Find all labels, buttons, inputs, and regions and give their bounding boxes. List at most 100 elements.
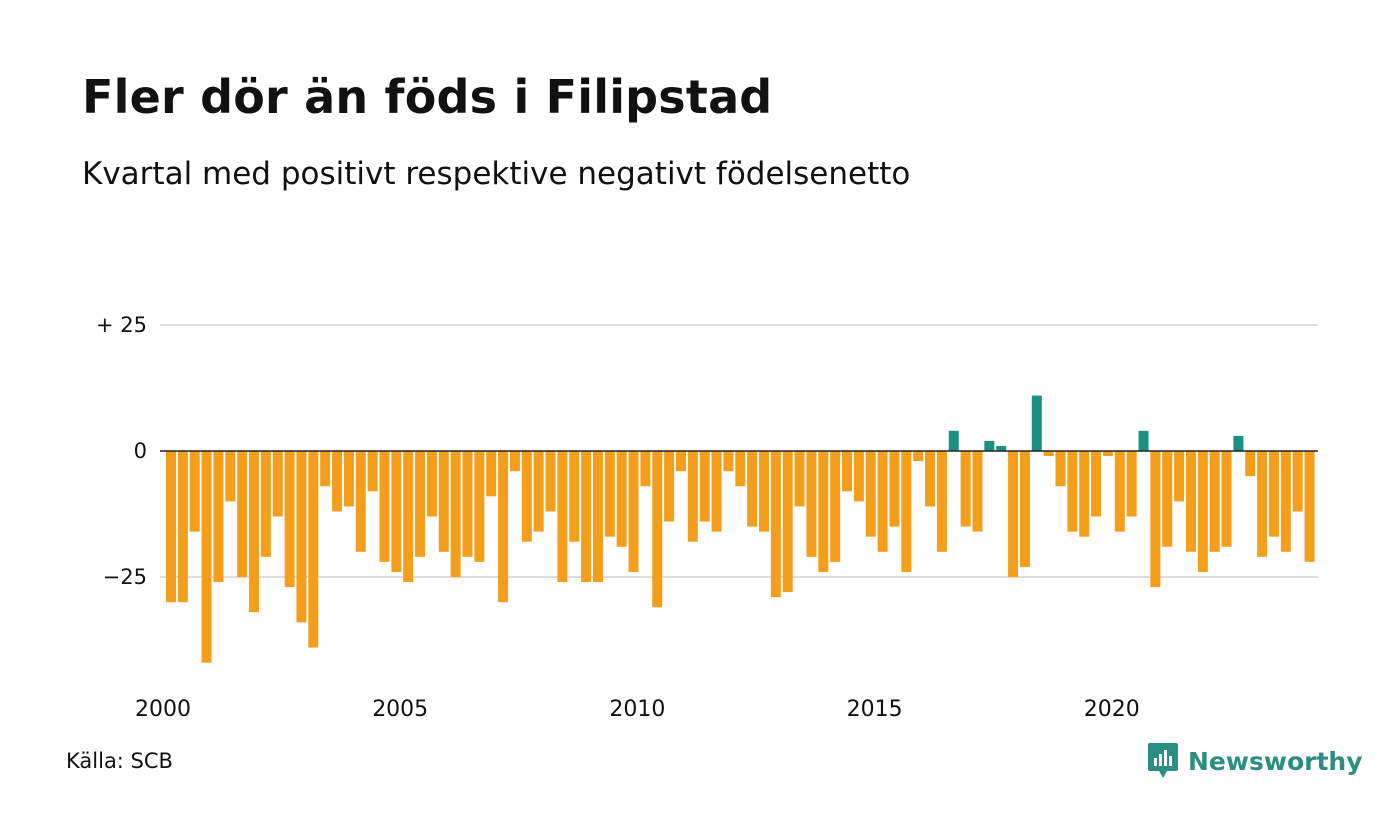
bar-negative (913, 451, 924, 462)
bar-negative (367, 451, 378, 492)
bar-positive (1233, 435, 1244, 451)
y-tick-label: −25 (103, 565, 147, 589)
bar-negative (901, 451, 912, 572)
bar-negative (1280, 451, 1291, 552)
bar-negative (675, 451, 686, 472)
bar-negative (260, 451, 271, 557)
bar-negative (249, 451, 260, 613)
bar-negative (747, 451, 758, 527)
bar-negative (1257, 451, 1268, 557)
bar-negative (237, 451, 248, 577)
bar-negative (1114, 451, 1125, 532)
bar-negative (581, 451, 592, 583)
bar-negative (782, 451, 793, 593)
bar-negative (842, 451, 853, 492)
bar-negative (557, 451, 568, 583)
bar-negative (296, 451, 307, 623)
bar-positive (948, 430, 959, 451)
bar-negative (1055, 451, 1066, 487)
bar-negative (592, 451, 603, 583)
bar-negative (320, 451, 331, 487)
x-tick-label: 2020 (1084, 697, 1140, 722)
bar-negative (759, 451, 769, 532)
bar-negative (723, 451, 734, 472)
bar-negative (652, 451, 663, 608)
chart-title: Fler dör än föds i Filipstad (82, 70, 773, 124)
brand-name: Newsworthy (1188, 746, 1363, 776)
bar-negative (794, 451, 805, 507)
bar-negative (1150, 451, 1161, 588)
bar-negative (735, 451, 746, 487)
x-tick-label: 2010 (609, 697, 665, 722)
bar-negative (355, 451, 366, 552)
bar-negative (498, 451, 509, 603)
bar-negative (972, 451, 983, 532)
x-tick-label: 2015 (847, 697, 903, 722)
bar-negative (889, 451, 900, 527)
bar-negative (201, 451, 212, 663)
bar-negative (284, 451, 295, 588)
bar-negative (415, 451, 426, 557)
bar-positive (996, 445, 1007, 451)
bar-negative (806, 451, 817, 557)
bar-negative (462, 451, 473, 557)
bar-negative (403, 451, 414, 583)
bar-negative (877, 451, 888, 552)
bar-negative (1162, 451, 1173, 547)
bar-negative (604, 451, 615, 537)
bar-negative (1209, 451, 1220, 552)
bar-negative (1221, 451, 1232, 547)
bar-negative (616, 451, 627, 547)
bar-negative (308, 451, 319, 648)
bar-negative (1079, 451, 1090, 537)
bar-negative (1008, 451, 1019, 577)
bar-positive (1031, 395, 1042, 451)
bar-negative (379, 451, 390, 562)
bar-negative (545, 451, 556, 512)
bar-negative (213, 451, 224, 583)
bar-positive (984, 440, 995, 451)
bar-positive (1138, 430, 1149, 451)
bar-negative (533, 451, 544, 532)
bar-negative (960, 451, 971, 527)
bar-negative (1126, 451, 1137, 517)
bar-negative (1174, 451, 1185, 502)
bar-negative (225, 451, 236, 502)
bar-negative (166, 451, 176, 603)
bar-negative (1102, 451, 1113, 457)
bar-negative (1304, 451, 1315, 562)
y-tick-label: 0 (134, 439, 147, 463)
bar-negative (770, 451, 781, 598)
bar-negative (640, 451, 651, 487)
y-tick-label: + 25 (96, 313, 147, 337)
bar-negative (177, 451, 188, 603)
bar-negative (343, 451, 354, 507)
source-note: Källa: SCB (66, 749, 173, 773)
bar-negative (1268, 451, 1279, 537)
bar-negative (569, 451, 580, 542)
bar-negative (664, 451, 675, 522)
bar-negative (332, 451, 343, 512)
newsworthy-logo: Newsworthy (1148, 743, 1363, 779)
bar-negative (189, 451, 200, 532)
bar-negative (1185, 451, 1196, 552)
bar-negative (865, 451, 876, 537)
chart-subtitle: Kvartal med positivt respektive negativt… (82, 156, 911, 192)
bar-negative (450, 451, 461, 577)
bar-negative (830, 451, 841, 562)
bar-negative (699, 451, 710, 522)
bar-negative (1292, 451, 1303, 512)
bar-negative (1043, 451, 1054, 457)
bar-negative (1197, 451, 1208, 572)
bar-negative (509, 451, 520, 472)
bar-negative (426, 451, 437, 517)
bar-negative (486, 451, 497, 497)
bar-negative (1091, 451, 1102, 517)
bar-negative (1019, 451, 1030, 567)
newsworthy-logo-icon (1148, 743, 1178, 778)
x-tick-label: 2000 (135, 697, 191, 722)
bar-negative (1245, 451, 1256, 477)
bar-negative (628, 451, 639, 572)
bar-negative (272, 451, 283, 517)
